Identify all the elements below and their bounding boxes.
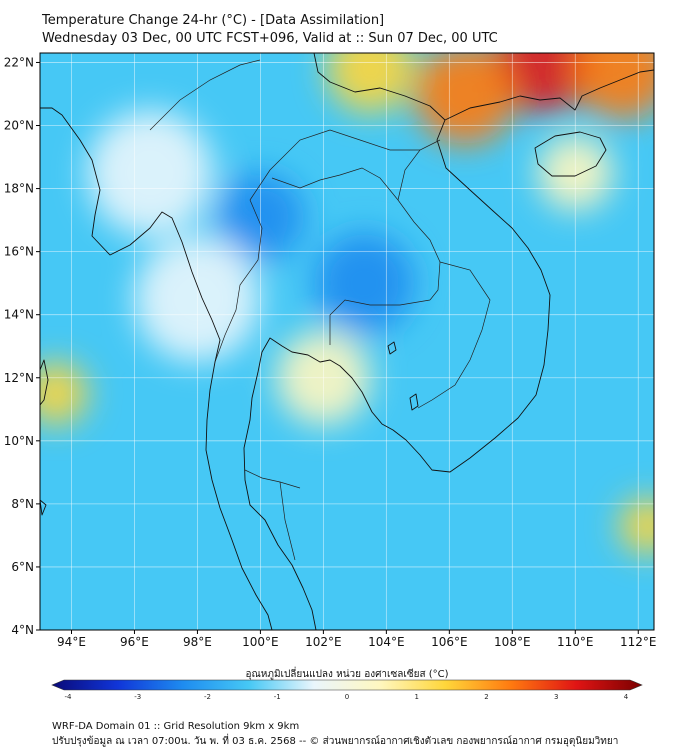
hainan-island xyxy=(534,131,607,177)
anomaly-blob xyxy=(87,109,214,236)
map-frame xyxy=(39,52,655,631)
footer-line-1: WRF-DA Domain 01 :: Grid Resolution 9km … xyxy=(52,721,300,732)
latitude-tick-label: 14°N xyxy=(4,308,34,322)
nicobar-islands xyxy=(40,499,47,516)
anomaly-blob xyxy=(326,53,415,113)
latitude-tick-label: 22°N xyxy=(4,55,34,69)
latitude-axis-labels: 22°N 20°N 18°N 16°N 14°N 12°N 10°N 8°N 6°N 4°N xyxy=(4,55,40,637)
footer: WRF-DA Domain 01 :: Grid Resolution 9km … xyxy=(52,719,618,749)
lat-lon-gridlines xyxy=(40,53,654,630)
andaman-islands xyxy=(40,359,49,406)
colorbar-tick-label: -2 xyxy=(204,693,211,701)
longitude-axis-labels: 94°E 96°E 98°E 100°E 102°E 104°E 106°E 108°E 110… xyxy=(57,630,657,649)
title-line-1: Temperature Change 24-hr (°C) - [Data As… xyxy=(42,13,385,28)
colorbar-tick-label: 1 xyxy=(415,693,419,701)
longitude-tick-label: 108°E xyxy=(494,635,531,649)
border-cambodia-vietnam xyxy=(417,261,491,409)
anomaly-blob xyxy=(572,53,654,120)
longitude-tick-label: 98°E xyxy=(183,635,212,649)
colorbar-tick-label: 2 xyxy=(484,693,488,701)
colorbar-tick-label: 4 xyxy=(624,693,629,701)
country-borders xyxy=(149,59,491,561)
border-myanmar-china xyxy=(149,59,261,131)
longitude-tick-label: 100°E xyxy=(242,635,279,649)
latitude-tick-label: 4°N xyxy=(11,623,34,637)
coastlines-and-borders xyxy=(40,53,654,630)
colorbar-tick-label: -1 xyxy=(274,693,281,701)
plot-area xyxy=(40,53,654,630)
latitude-tick-label: 12°N xyxy=(4,371,34,385)
longitude-tick-label: 112°E xyxy=(620,635,657,649)
phu-quoc xyxy=(409,393,419,411)
map-title: Temperature Change 24-hr (°C) - [Data As… xyxy=(42,12,498,48)
longitude-tick-label: 102°E xyxy=(305,635,342,649)
colorbar-tick-label: -3 xyxy=(134,693,141,701)
longitude-tick-label: 110°E xyxy=(557,635,594,649)
border-thailand-malaysia xyxy=(244,469,301,489)
colorbar-tick-label: 0 xyxy=(345,693,349,701)
latitude-tick-label: 8°N xyxy=(11,497,34,511)
latitude-tick-label: 10°N xyxy=(4,434,34,448)
colorbar-strip xyxy=(51,679,643,691)
anomaly-blob xyxy=(313,232,415,334)
latitude-tick-label: 20°N xyxy=(4,119,34,133)
colorbar: -4 -3 -2 -1 0 1 2 3 4 xyxy=(51,679,643,701)
longitude-tick-label: 104°E xyxy=(368,635,405,649)
longitude-tick-label: 106°E xyxy=(431,635,468,649)
temperature-anomaly-layer xyxy=(40,53,654,555)
anomaly-blob xyxy=(619,497,654,555)
footer-line-2: ปรับปรุงข้อมูล ณ เวลา 07:00น. วัน พ. ที่… xyxy=(52,736,619,747)
border-malaysia-internal xyxy=(279,481,296,561)
border-cambodia-thailand xyxy=(329,299,431,345)
border-china-laos xyxy=(249,129,420,201)
colorbar-label: อุณหภูมิเปลี่ยนแปลง หน่วย องศาเซลเซียส (… xyxy=(245,666,448,680)
border-laos-thailand xyxy=(271,167,441,301)
border-laos-vietnam xyxy=(397,139,441,201)
latitude-tick-label: 18°N xyxy=(4,182,34,196)
koh-chang xyxy=(387,341,397,355)
longitude-tick-label: 94°E xyxy=(57,635,86,649)
anomaly-blob xyxy=(414,53,516,145)
longitude-tick-label: 96°E xyxy=(120,635,149,649)
latitude-tick-label: 6°N xyxy=(11,560,34,574)
border-myanmar-thailand xyxy=(214,199,263,363)
title-line-2: Wednesday 03 Dec, 00 UTC FCST+096, Valid… xyxy=(42,31,498,46)
colorbar-tick-label: 3 xyxy=(554,693,558,701)
anomaly-blob xyxy=(493,53,595,113)
south-china-coastline xyxy=(444,69,654,121)
latitude-tick-label: 16°N xyxy=(4,245,34,259)
west-coastline xyxy=(40,107,273,630)
colorbar-tick-label: -4 xyxy=(65,693,73,701)
mainland-coastline xyxy=(243,53,551,630)
